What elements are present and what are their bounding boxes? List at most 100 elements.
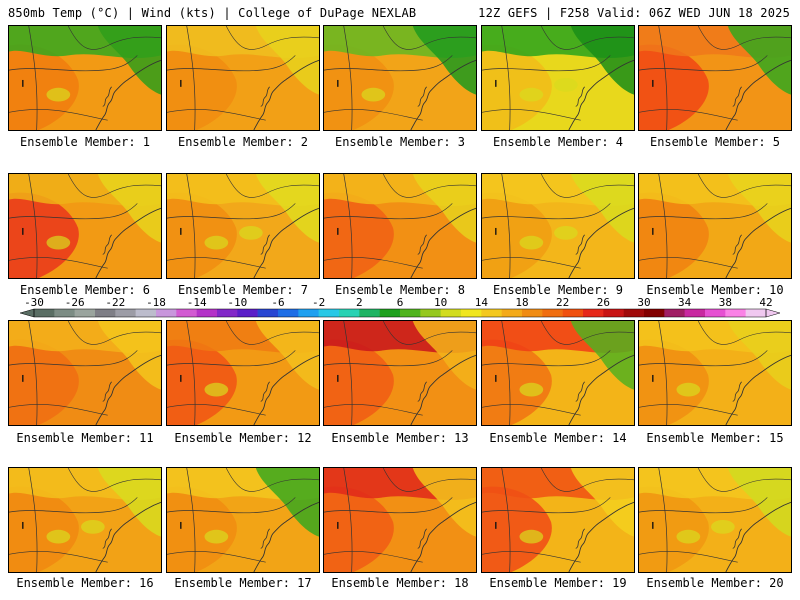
colorbar-tick-label: 38 [719,296,732,309]
ensemble-member-label: Ensemble Member: 16 [16,576,154,590]
colorbar-swatch [74,309,96,317]
run-valid-time: 12Z GEFS | F258 Valid: 06Z WED JUN 18 20… [478,6,790,20]
colorbar-tick-label: 30 [637,296,650,309]
colorbar-swatch [34,309,55,317]
colorbar-tick-label: -22 [105,296,125,309]
ensemble-member-map [166,320,320,426]
ensemble-member-map [8,173,162,279]
colorbar-swatch [745,309,767,317]
colorbar-tick-label: 2 [356,296,363,309]
colorbar-tick-label: 34 [678,296,692,309]
ensemble-member-map [8,320,162,426]
ensemble-member-map [8,467,162,573]
ensemble-member-label: Ensemble Member: 14 [489,431,627,445]
ensemble-member-map [481,173,635,279]
colorbar-swatch [54,309,75,317]
ensemble-member-label: Ensemble Member: 7 [177,283,309,297]
ensemble-member-map [481,25,635,131]
ensemble-member-map [166,25,320,131]
colorbar-swatch [583,309,604,317]
ensemble-member-label: Ensemble Member: 13 [331,431,469,445]
colorbar-swatch [501,309,523,317]
colorbar-swatch [542,309,563,317]
ensemble-member-label: Ensemble Member: 15 [646,431,784,445]
colorbar-swatch [481,309,502,317]
ensemble-member-map [638,320,792,426]
colorbar-swatch [664,309,685,317]
colorbar-swatch [176,309,197,317]
ensemble-member-label: Ensemble Member: 6 [19,283,151,297]
colorbar-swatch [440,309,462,317]
colorbar-swatch [237,309,258,317]
ensemble-member-map [638,25,792,131]
ensemble-member-map [638,467,792,573]
colorbar-tick-label: -2 [312,296,325,309]
colorbar-tick-label: -26 [65,296,85,309]
ensemble-member-label: Ensemble Member: 10 [646,283,784,297]
colorbar-swatch [522,309,543,317]
colorbar-tick-label: 10 [434,296,447,309]
colorbar-swatch [156,309,177,317]
colorbar-high-arrow [765,308,781,318]
colorbar-swatch [705,309,726,317]
colorbar-swatch [400,309,421,317]
ensemble-member-map [481,320,635,426]
colorbar-swatch [257,309,279,317]
ensemble-member-label: Ensemble Member: 12 [174,431,312,445]
colorbar-tick-label: -18 [146,296,166,309]
colorbar-swatch [298,309,319,317]
colorbar-swatch [135,309,157,317]
ensemble-member-label: Ensemble Member: 3 [334,135,466,149]
ensemble-member-label: Ensemble Member: 2 [177,135,309,149]
ensemble-member-map [323,173,477,279]
ensemble-member-label: Ensemble Member: 4 [492,135,624,149]
ensemble-member-map [166,173,320,279]
ensemble-member-map [638,173,792,279]
colorbar-swatch [684,309,706,317]
colorbar-swatch [278,309,299,317]
colorbar-swatch [318,309,340,317]
ensemble-member-label: Ensemble Member: 9 [492,283,624,297]
colorbar-tick-label: 18 [515,296,528,309]
colorbar-swatch [339,309,360,317]
colorbar-swatch [461,309,482,317]
temperature-colorbar: -30 -26 -22 -18 -14 -10 -6 -2 2 6 10 14 18 22 26 30 34 38… [19,296,781,318]
ensemble-member-map [166,467,320,573]
ensemble-member-map [323,320,477,426]
colorbar-swatch [420,309,441,317]
colorbar-swatch [379,309,401,317]
colorbar-tick-label: 6 [397,296,404,309]
ensemble-member-label: Ensemble Member: 18 [331,576,469,590]
colorbar-tick-label: -6 [271,296,284,309]
colorbar-tick-label: -30 [24,296,44,309]
colorbar-swatch [217,309,238,317]
colorbar-swatch [115,309,136,317]
ensemble-member-label: Ensemble Member: 19 [489,576,627,590]
ensemble-member-map [323,467,477,573]
colorbar-tick-label: 26 [597,296,610,309]
ensemble-member-label: Ensemble Member: 8 [334,283,466,297]
ensemble-member-map [323,25,477,131]
colorbar-swatch [603,309,624,317]
colorbar-tick-label: 22 [556,296,569,309]
colorbar-tick-label: 42 [759,296,772,309]
ensemble-member-map [481,467,635,573]
colorbar-swatch [95,309,116,317]
colorbar-tick-label: 14 [475,296,489,309]
colorbar-swatch [562,309,584,317]
ensemble-member-label: Ensemble Member: 1 [19,135,151,149]
colorbar-swatch [644,309,665,317]
colorbar-tick-label: -10 [227,296,247,309]
colorbar-swatch [359,309,380,317]
colorbar-swatch [623,309,645,317]
colorbar-swatch [725,309,746,317]
colorbar-low-arrow [19,308,35,318]
colorbar-tick-label: -14 [187,296,207,309]
colorbar-swatch [196,309,218,317]
ensemble-member-label: Ensemble Member: 11 [16,431,154,445]
ensemble-member-label: Ensemble Member: 20 [646,576,784,590]
ensemble-member-label: Ensemble Member: 5 [649,135,781,149]
map-title: 850mb Temp (°C) | Wind (kts) | College o… [8,6,417,20]
ensemble-member-label: Ensemble Member: 17 [174,576,312,590]
ensemble-member-map [8,25,162,131]
